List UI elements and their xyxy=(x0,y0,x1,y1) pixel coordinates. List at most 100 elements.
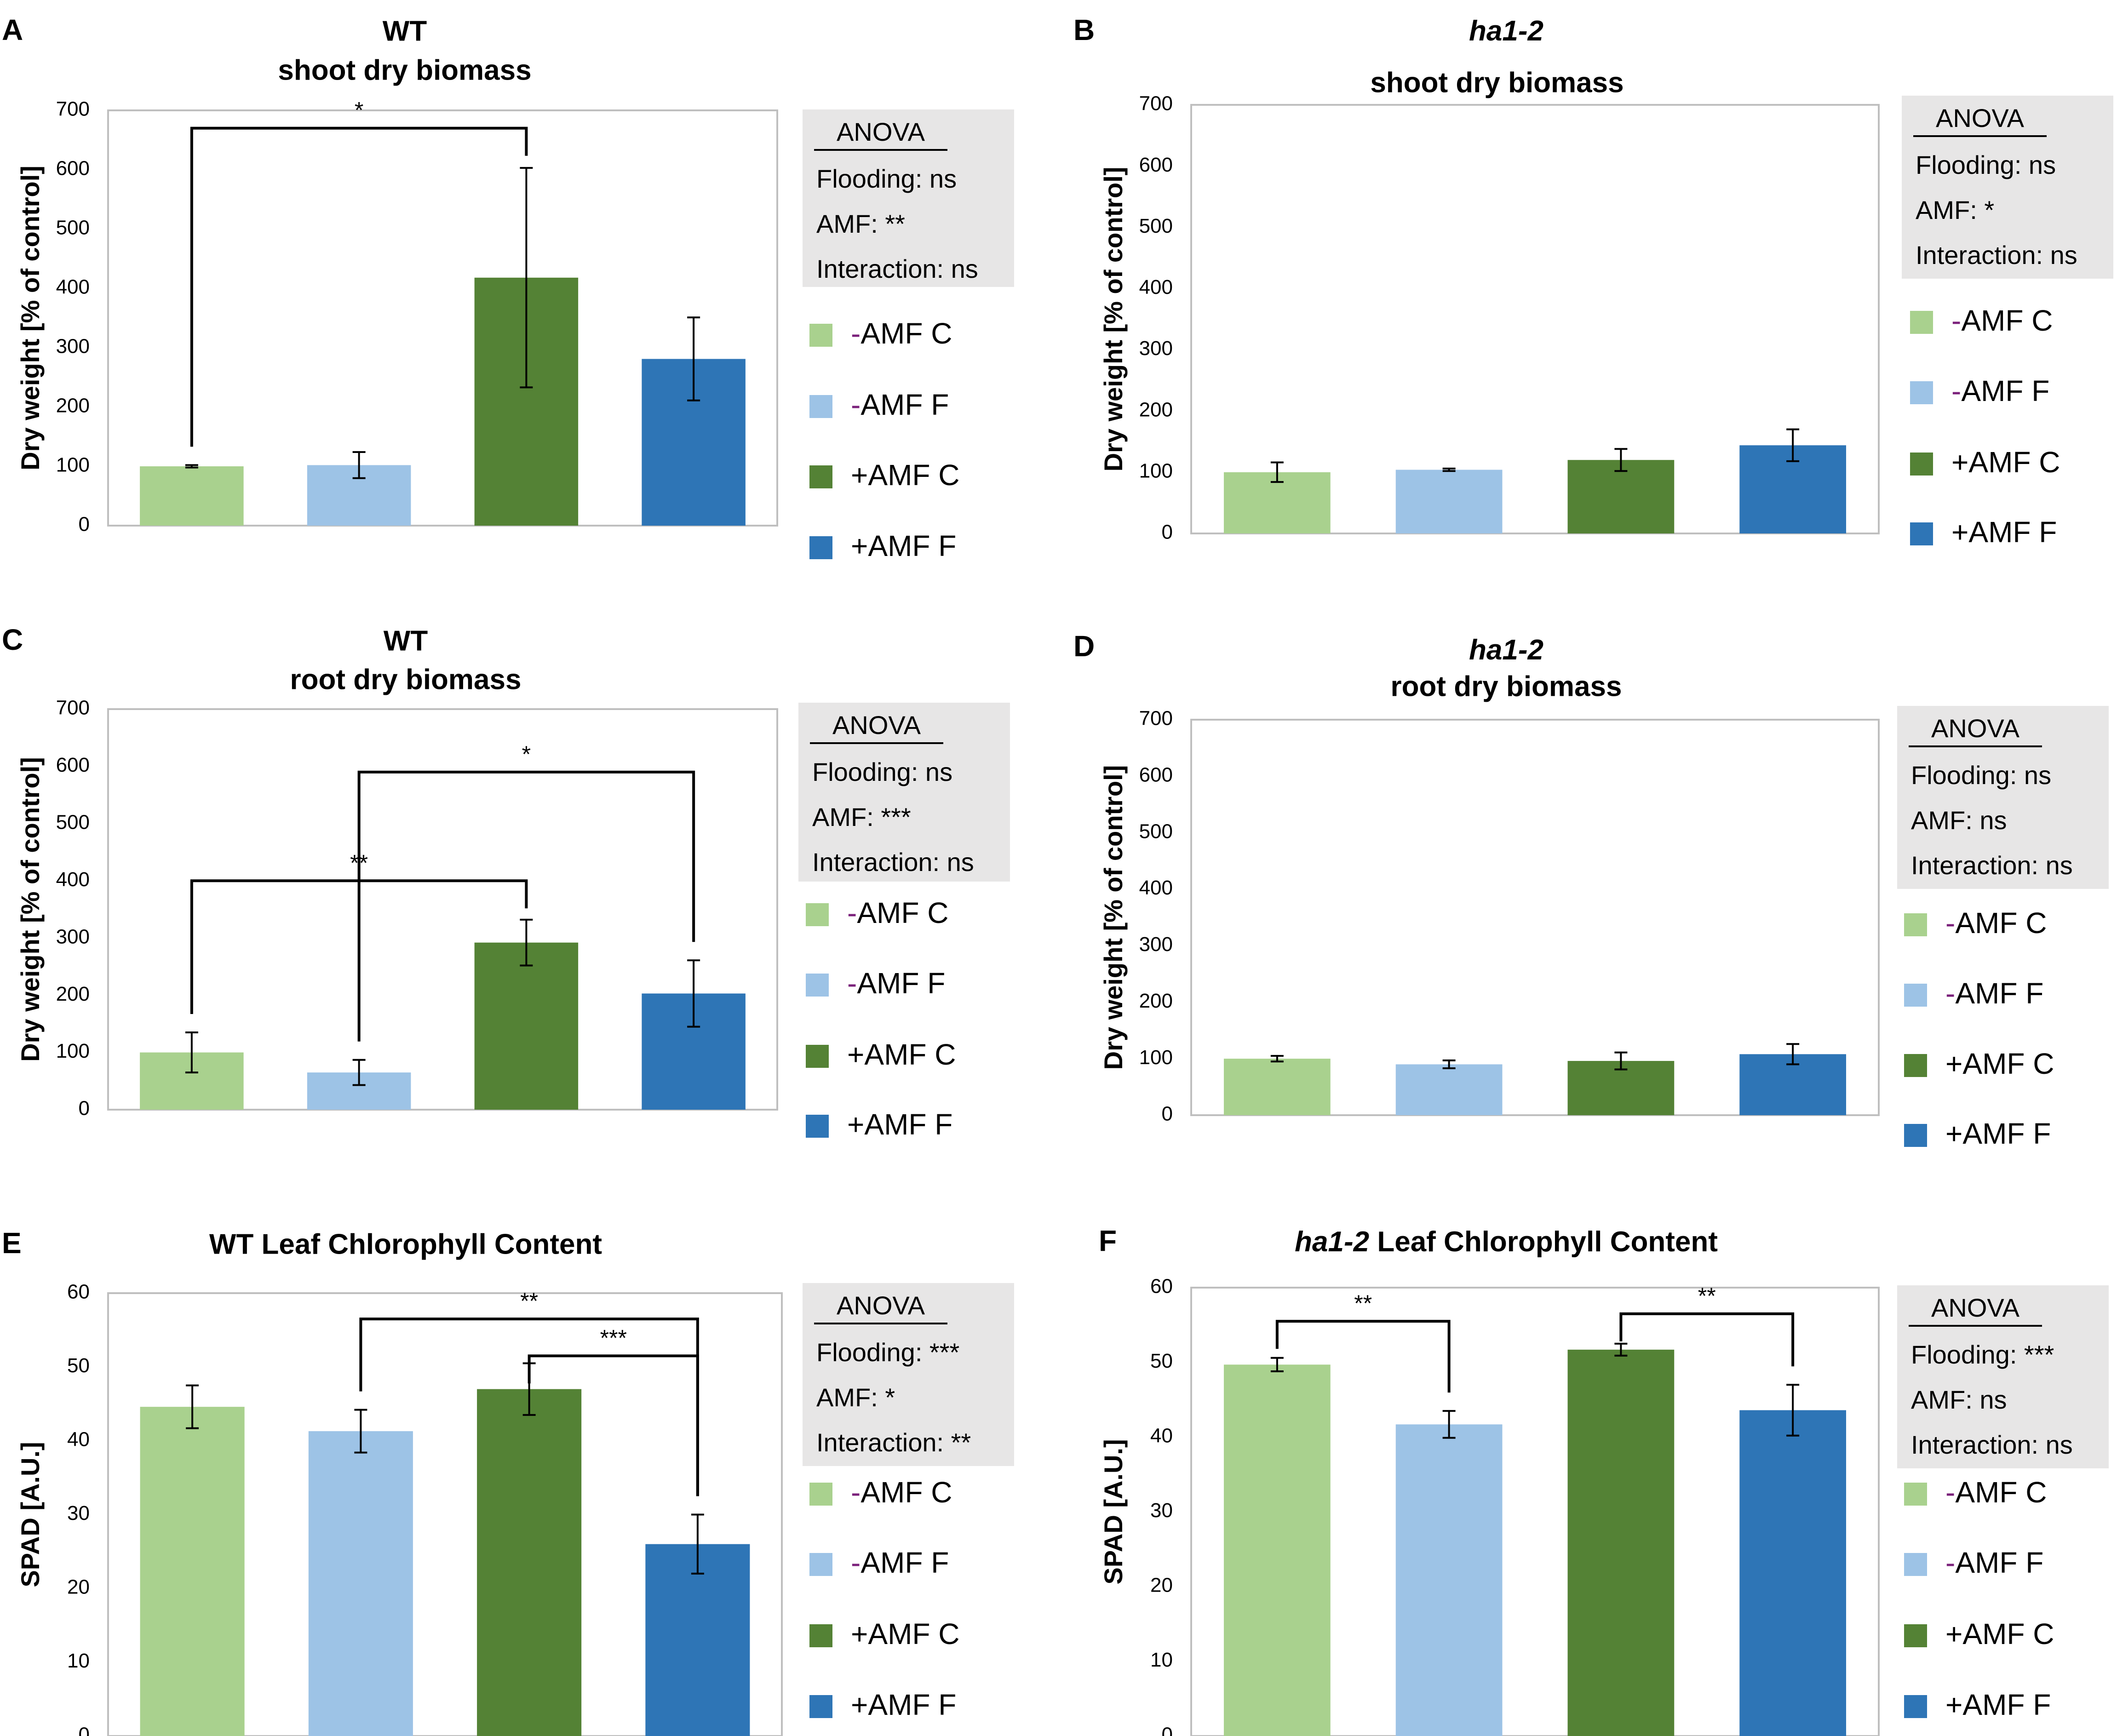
anova-background xyxy=(803,1283,1014,1466)
anova-box: ANOVA Flooding: ns AMF: ns Interaction: ns xyxy=(1897,706,2109,889)
legend-swatch xyxy=(806,1115,829,1138)
legend: -AMF C-AMF F+AMF C+AMF F xyxy=(806,896,956,1141)
y-tick-label: 0 xyxy=(1162,1724,1173,1736)
anova-heading: ANOVA xyxy=(837,1291,925,1320)
bar-1 xyxy=(1224,1059,1331,1115)
legend-label: -AMF F xyxy=(851,388,949,421)
legend-label: +AMF F xyxy=(847,1108,952,1141)
legend-dash: - xyxy=(847,967,857,1000)
legend-text: AMF F xyxy=(861,1546,949,1579)
chart-subtitle: shoot dry biomass xyxy=(278,54,531,86)
legend-text: AMF F xyxy=(1955,1546,2043,1579)
significance-bracket: *** xyxy=(528,1325,699,1496)
anova-box: ANOVA Flooding: ns AMF: *** Interaction: ns xyxy=(798,703,1010,882)
y-tick-label: 600 xyxy=(1139,154,1173,176)
anova-background xyxy=(803,109,1014,287)
panel-a: A WT shoot dry biomass 0 100 200 300 400 500 600 7… xyxy=(2,13,1014,562)
legend-swatch xyxy=(809,1624,832,1647)
chart-title: WT xyxy=(384,625,428,657)
legend-label: +AMF C xyxy=(1945,1047,2054,1080)
significance-bracket: * xyxy=(357,741,695,1042)
plot-frame xyxy=(1190,104,1880,534)
legend-label: -AMF C xyxy=(1945,1476,2047,1509)
y-tick-label: 300 xyxy=(56,925,90,948)
y-tick-label: 30 xyxy=(1150,1499,1173,1522)
panel-letter: F xyxy=(1099,1224,1117,1257)
chart-title: WT xyxy=(383,15,427,47)
y-tick-label: 10 xyxy=(1150,1649,1173,1671)
anova-heading: ANOVA xyxy=(1936,103,2025,132)
legend-label: -AMF C xyxy=(851,317,952,350)
y-tick-label: 700 xyxy=(1139,92,1173,115)
significance-bracket: * xyxy=(190,97,528,447)
legend-dash: - xyxy=(851,1476,861,1509)
bar-2 xyxy=(308,1431,413,1736)
legend-label: -AMF C xyxy=(851,1476,952,1509)
y-tick-label: 0 xyxy=(79,513,90,536)
legend-dash: - xyxy=(1945,977,1955,1010)
anova-line: Interaction: ns xyxy=(1916,241,2077,269)
anova-line: Flooding: *** xyxy=(1911,1340,2054,1369)
legend-label: +AMF C xyxy=(851,1617,959,1650)
legend-dash: - xyxy=(1951,304,1961,337)
anova-line: Interaction: ns xyxy=(812,848,974,877)
legend-label: +AMF C xyxy=(1945,1617,2054,1650)
bracket-line xyxy=(190,879,528,1014)
legend-dash: - xyxy=(1951,374,1961,407)
legend-label: -AMF C xyxy=(1945,906,2047,940)
legend-dash: - xyxy=(847,896,857,929)
anova-background xyxy=(1897,1285,2109,1468)
legend-dash: - xyxy=(851,1546,861,1579)
legend-label: -AMF C xyxy=(847,896,948,929)
anova-box: ANOVA Flooding: *** AMF: ns Interaction: ns xyxy=(1897,1285,2109,1468)
legend-label: +AMF C xyxy=(851,458,959,492)
legend-swatch xyxy=(809,1695,832,1718)
y-tick-label: 700 xyxy=(56,697,90,719)
legend-swatch xyxy=(809,1553,832,1576)
significance-label: *** xyxy=(600,1325,627,1351)
y-tick-label: 20 xyxy=(67,1576,90,1598)
legend-dash: - xyxy=(851,317,861,350)
y-tick-label: 400 xyxy=(56,868,90,891)
panel-letter: C xyxy=(2,623,23,656)
y-tick-label: 50 xyxy=(67,1354,90,1377)
significance-label: * xyxy=(355,97,363,123)
y-tick-label: 700 xyxy=(1139,707,1173,730)
legend-dash: - xyxy=(1945,1476,1955,1509)
legend-swatch xyxy=(1904,1124,1927,1147)
legend-text: AMF C xyxy=(1961,304,2053,337)
legend-label: -AMF F xyxy=(1945,977,2043,1010)
anova-line: Flooding: *** xyxy=(816,1338,959,1367)
anova-line: AMF: * xyxy=(1916,195,1994,224)
legend: -AMF C-AMF F+AMF C+AMF F xyxy=(1904,906,2054,1150)
chart-title: ha1-2 Leaf Chlorophyll Content xyxy=(1295,1226,1718,1258)
chart-title-rest: Leaf Chlorophyll Content xyxy=(1369,1226,1718,1258)
y-axis-label: Dry weight [% of control] xyxy=(1099,765,1128,1070)
significance-bracket: ** xyxy=(190,850,528,1014)
panel-letter: E xyxy=(2,1226,22,1260)
y-tick-label: 0 xyxy=(1162,521,1173,544)
panel-e: E WT Leaf Chlorophyll Content 0 10 20 30 40 50 6… xyxy=(2,1226,1014,1736)
anova-line: Flooding: ns xyxy=(1911,761,2051,790)
bracket-line xyxy=(357,770,695,1042)
plot-frame xyxy=(107,1292,783,1736)
legend-swatch xyxy=(1904,1483,1927,1506)
anova-line: Flooding: ns xyxy=(812,757,952,786)
legend-swatch xyxy=(1904,1695,1927,1718)
anova-box: ANOVA Flooding: *** AMF: * Interaction: ** xyxy=(803,1283,1014,1466)
y-tick-label: 0 xyxy=(79,1097,90,1120)
anova-line: AMF: * xyxy=(816,1383,895,1412)
legend-label: +AMF F xyxy=(851,529,956,562)
legend-text: AMF C xyxy=(1955,1476,2047,1509)
bar-3 xyxy=(1567,1349,1675,1736)
y-tick-label: 600 xyxy=(1139,763,1173,786)
legend-label: -AMF F xyxy=(847,967,945,1000)
legend-text: AMF C xyxy=(861,1476,952,1509)
anova-background xyxy=(1897,706,2109,889)
y-tick-label: 200 xyxy=(1139,398,1173,421)
y-tick-label: 40 xyxy=(67,1428,90,1451)
bar-1 xyxy=(140,466,244,526)
bar-2 xyxy=(1395,1424,1503,1736)
panel-letter: D xyxy=(1073,630,1095,663)
